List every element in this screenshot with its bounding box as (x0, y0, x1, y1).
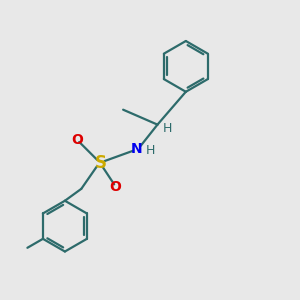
Text: O: O (71, 133, 83, 146)
Text: O: O (110, 180, 122, 194)
Text: H: H (163, 122, 172, 135)
Text: S: S (95, 154, 107, 172)
Text: N: N (131, 142, 142, 155)
Text: H: H (146, 144, 155, 158)
